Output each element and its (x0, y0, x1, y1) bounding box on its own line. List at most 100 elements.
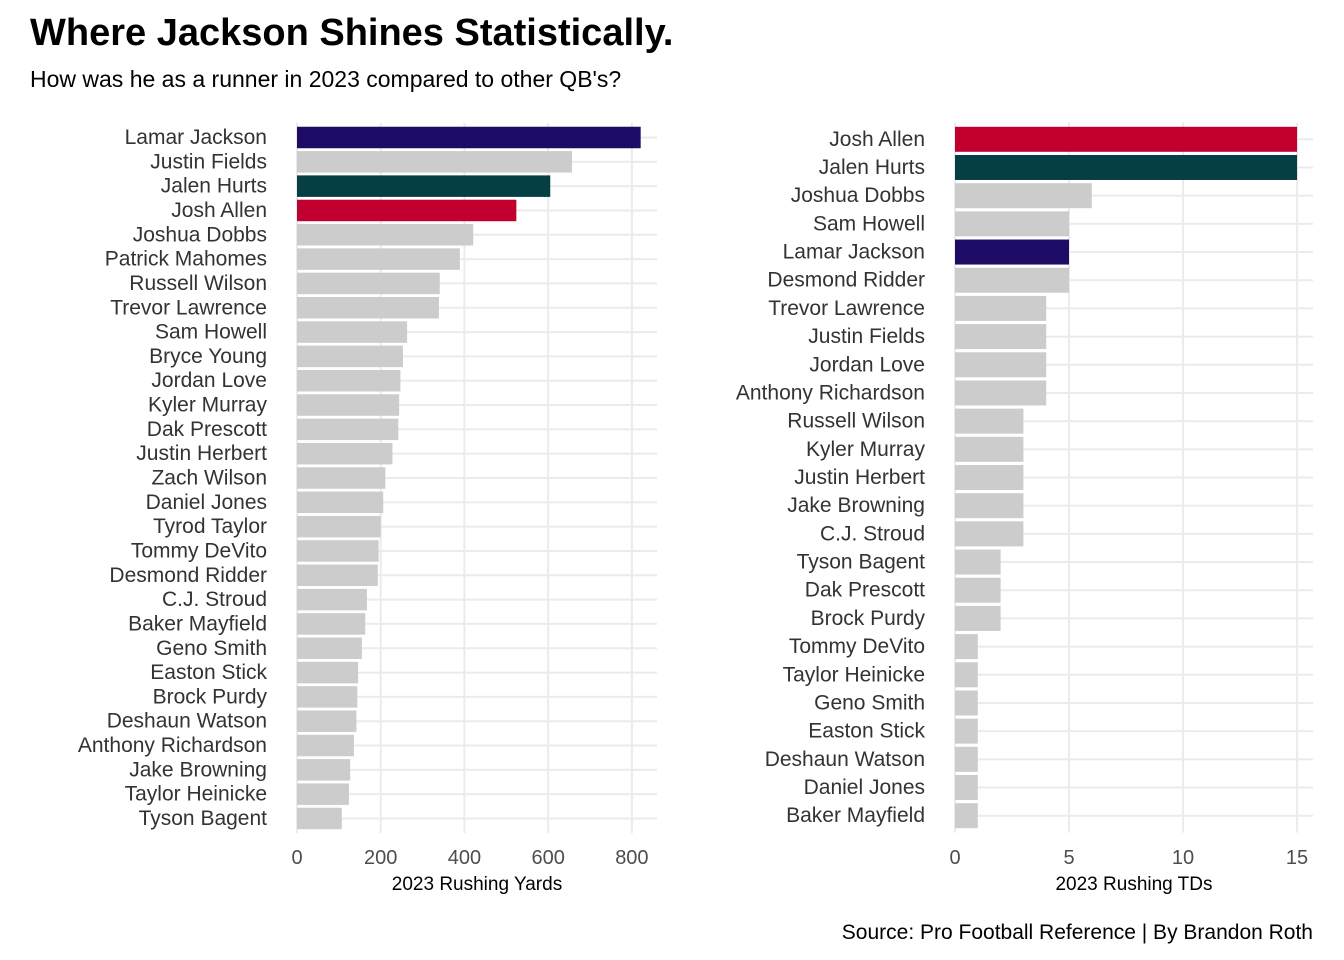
category-label: Baker Mayfield (128, 612, 267, 635)
bar-desmond-ridder (955, 267, 1070, 293)
bar-anthony-richardson (297, 734, 354, 757)
chart-title: Where Jackson Shines Statistically. (30, 12, 674, 54)
category-label: Justin Herbert (794, 466, 925, 489)
x-tick-label: 0 (949, 847, 960, 869)
category-label: Tyson Bagent (797, 551, 926, 574)
bar-trevor-lawrence (297, 297, 439, 319)
category-label: Russell Wilson (129, 272, 267, 295)
bar-kyler-murray (955, 436, 1024, 462)
bar-easton-stick (297, 661, 359, 684)
bar-justin-herbert (297, 442, 393, 465)
category-label: Jordan Love (809, 353, 925, 376)
bar-geno-smith (297, 637, 362, 659)
category-label: Kyler Murray (806, 438, 926, 461)
bar-tommy-devito (297, 540, 379, 562)
bar-c-j-stroud (955, 521, 1024, 547)
bar-joshua-dobbs (297, 224, 474, 246)
bar-dak-prescott (297, 418, 399, 441)
category-label: C.J. Stroud (820, 522, 925, 545)
category-label: Russell Wilson (787, 410, 925, 433)
bar-josh-allen (297, 199, 517, 222)
bar-russell-wilson (297, 272, 440, 295)
category-label: Justin Herbert (136, 442, 267, 465)
x-tick-label: 5 (1063, 847, 1074, 869)
x-tick-label: 10 (1172, 847, 1194, 869)
category-label: Justin Fields (150, 150, 267, 173)
category-label: Jordan Love (151, 369, 267, 392)
source-caption: Source: Pro Football Reference | By Bran… (841, 921, 1313, 944)
x-tick-label: 15 (1286, 847, 1308, 869)
category-label: Tommy DeVito (131, 539, 267, 562)
category-label: Geno Smith (814, 691, 925, 714)
category-label: Sam Howell (155, 321, 267, 344)
bar-justin-fields (955, 324, 1047, 350)
bar-desmond-ridder (297, 564, 378, 587)
category-label: Taylor Heinicke (125, 783, 267, 806)
category-label: Brock Purdy (811, 607, 926, 630)
category-label: Bryce Young (149, 345, 267, 368)
category-label: Dak Prescott (147, 418, 267, 441)
bar-patrick-mahomes (297, 248, 460, 270)
category-label: Desmond Ridder (767, 269, 925, 292)
category-label: Jalen Hurts (161, 175, 267, 198)
chart-subtitle: How was he as a runner in 2023 compared … (30, 66, 622, 92)
category-label: Anthony Richardson (78, 734, 267, 757)
bar-sam-howell (955, 211, 1070, 237)
x-tick-label: 800 (615, 847, 648, 869)
bar-lamar-jackson (297, 126, 641, 149)
category-label: Jalen Hurts (819, 156, 925, 179)
category-label: Deshaun Watson (765, 748, 925, 771)
x-tick-label: 400 (448, 847, 481, 869)
bar-baker-mayfield (297, 613, 366, 635)
x-tick-label: 200 (364, 847, 397, 869)
category-label: Joshua Dobbs (791, 184, 925, 207)
bar-brock-purdy (955, 605, 1001, 631)
bar-dak-prescott (955, 577, 1001, 603)
bar-geno-smith (955, 690, 978, 716)
category-label: Justin Fields (808, 325, 925, 348)
bar-josh-allen (955, 126, 1298, 152)
category-label: Patrick Mahomes (105, 248, 267, 271)
bar-deshaun-watson (297, 710, 357, 732)
bar-easton-stick (955, 718, 978, 744)
category-label: Taylor Heinicke (783, 663, 925, 686)
bar-joshua-dobbs (955, 183, 1092, 209)
category-label: Lamar Jackson (125, 126, 267, 149)
category-label: Jake Browning (129, 758, 267, 781)
bar-taylor-heinicke (297, 783, 349, 805)
bar-daniel-jones (297, 491, 384, 514)
bar-jalen-hurts (297, 175, 551, 197)
category-label: Easton Stick (808, 720, 925, 743)
bar-tommy-devito (955, 634, 978, 660)
bar-jordan-love (955, 352, 1047, 378)
category-label: Easton Stick (150, 661, 267, 684)
category-label: Tyrod Taylor (153, 515, 267, 538)
bar-daniel-jones (955, 775, 978, 801)
bar-justin-fields (297, 151, 573, 173)
bar-kyler-murray (297, 394, 400, 416)
x-axis-title: 2023 Rushing Yards (392, 874, 562, 895)
bar-deshaun-watson (955, 746, 978, 772)
category-label: C.J. Stroud (162, 588, 267, 611)
bar-tyrod-taylor (297, 515, 381, 538)
category-label: Kyler Murray (148, 394, 268, 417)
category-label: Tyson Bagent (139, 807, 268, 830)
bar-jake-browning (297, 759, 351, 781)
category-label: Trevor Lawrence (768, 297, 925, 320)
bar-bryce-young (297, 345, 403, 368)
category-label: Zach Wilson (151, 467, 267, 490)
x-axis-title: 2023 Rushing TDs (1055, 874, 1212, 895)
bar-baker-mayfield (955, 803, 978, 829)
category-label: Daniel Jones (804, 776, 925, 799)
category-label: Tommy DeVito (789, 635, 925, 658)
bar-trevor-lawrence (955, 295, 1047, 321)
bar-jake-browning (955, 493, 1024, 519)
bar-justin-herbert (955, 465, 1024, 490)
category-label: Deshaun Watson (107, 710, 267, 733)
bar-brock-purdy (297, 686, 358, 708)
category-label: Dak Prescott (805, 579, 925, 602)
category-label: Josh Allen (829, 128, 925, 151)
bar-taylor-heinicke (955, 662, 978, 688)
bar-lamar-jackson (955, 239, 1070, 265)
